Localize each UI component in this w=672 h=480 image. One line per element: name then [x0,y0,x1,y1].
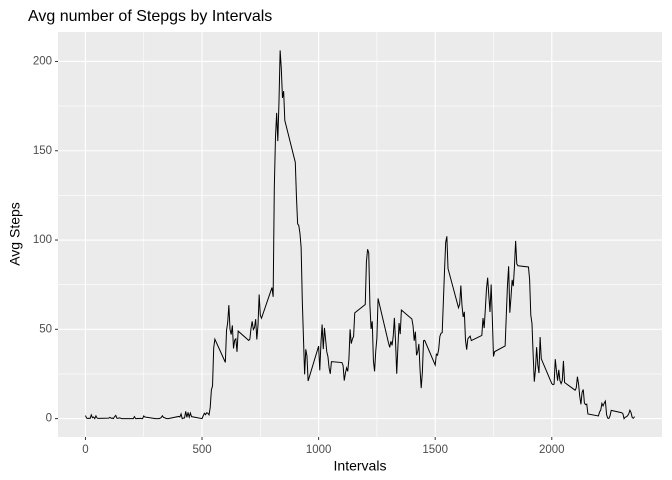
plot-panel [58,32,662,437]
y-tick-label: 150 [33,145,52,157]
y-tick-label: 50 [39,323,52,335]
y-axis-label: Avg Steps [7,202,23,266]
x-tick-label: 2000 [539,444,565,456]
y-tick-label: 100 [33,234,52,246]
data-line [84,50,635,420]
chart-title: Avg number of Stepgs by Intervals [28,8,272,25]
y-tick-label: 200 [33,55,52,67]
x-tick-label: 500 [192,444,211,456]
y-tick-label: 0 [46,413,52,425]
x-tick-label: 1500 [422,444,448,456]
x-tick-label: 0 [82,444,88,456]
x-tick-label: 1000 [306,444,332,456]
x-axis-label: Intervals [334,458,387,474]
